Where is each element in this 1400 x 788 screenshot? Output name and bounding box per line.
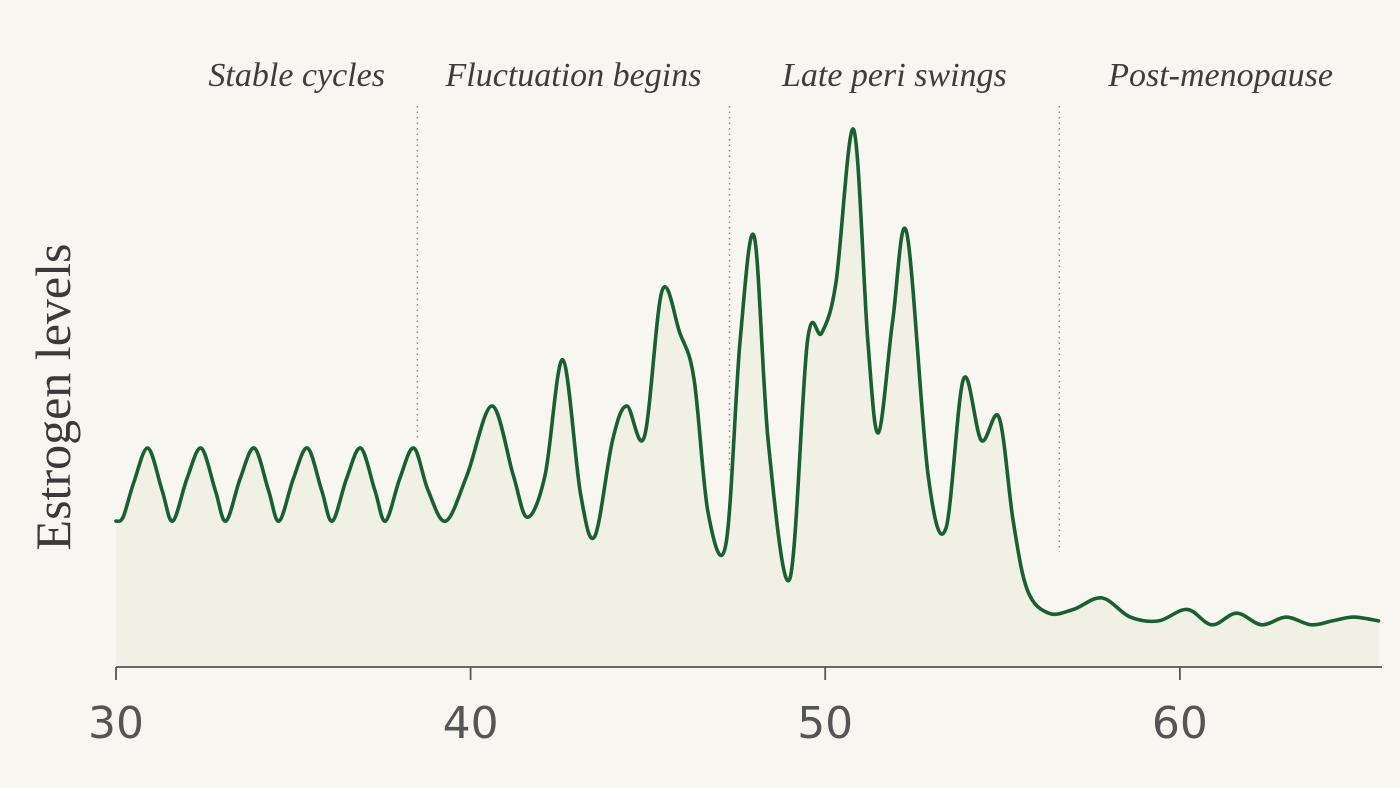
phase-label: Fluctuation begins	[445, 57, 702, 94]
phase-dividers	[416, 106, 1061, 552]
phase-label: Post-menopause	[1107, 57, 1333, 94]
phase-label: Stable cycles	[208, 57, 385, 94]
x-axis: 30 40 50 60	[88, 666, 1382, 749]
x-tick-label: 40	[443, 698, 499, 749]
phase-label: Late peri swings	[781, 57, 1007, 94]
series-line-layer	[114, 127, 1381, 627]
y-axis-label: Estrogen levels	[25, 244, 81, 551]
series-line	[114, 127, 1381, 627]
x-tick-label: 30	[88, 698, 144, 749]
x-tick-label: 50	[797, 698, 853, 749]
area-fill-layer	[116, 128, 1379, 668]
x-tick-label: 60	[1152, 698, 1208, 749]
phase-labels: Stable cycles Fluctuation begins Late peri…	[208, 57, 1333, 94]
area-fill	[116, 128, 1379, 668]
